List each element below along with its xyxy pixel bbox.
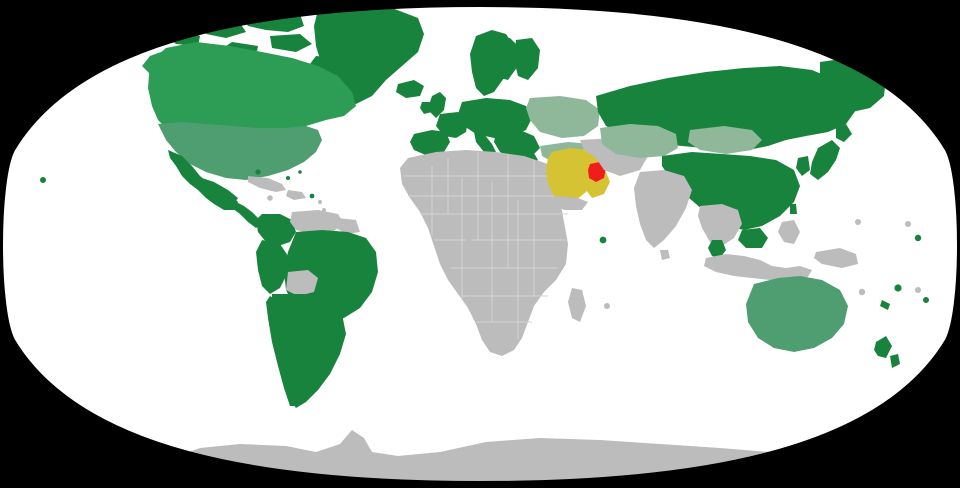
country-korea xyxy=(796,156,810,176)
island-samoa-dot xyxy=(915,287,921,293)
country-finland xyxy=(514,38,540,80)
africa-borders xyxy=(404,152,568,340)
country-scandinavia xyxy=(470,30,520,96)
country-colombia xyxy=(256,214,296,246)
region-indochina xyxy=(698,204,742,246)
region-caribbean xyxy=(40,169,329,221)
country-greenland xyxy=(314,6,424,104)
island-kiribati-dot xyxy=(914,234,922,242)
country-japan xyxy=(810,124,852,180)
country-ukraine-belarus xyxy=(526,96,600,138)
region-central-america xyxy=(232,200,262,228)
island-fiji-dot xyxy=(894,284,902,292)
region-north-america xyxy=(142,42,356,228)
country-iberia xyxy=(410,130,450,156)
continent-africa xyxy=(400,150,568,356)
country-malaysia xyxy=(708,228,768,258)
country-central-europe xyxy=(458,98,532,138)
island-hawaii-dot xyxy=(40,177,46,183)
island-new-caledonia xyxy=(880,300,890,310)
country-mexico xyxy=(168,150,238,210)
country-india xyxy=(634,170,692,248)
country-new-zealand xyxy=(874,336,900,368)
island-tonga-dot xyxy=(923,297,929,303)
country-united-arab-emirates xyxy=(588,162,606,182)
island-palau-dot xyxy=(855,219,861,225)
country-ireland xyxy=(420,102,432,114)
country-mongolia xyxy=(688,126,762,154)
region-oceania xyxy=(746,219,929,368)
country-chile-strip xyxy=(266,296,298,406)
region-south-america xyxy=(256,210,378,408)
island-seychelles-dot xyxy=(599,236,607,244)
country-peru xyxy=(256,240,288,294)
country-kuwait xyxy=(576,150,586,156)
country-papua-new-guinea xyxy=(814,248,858,268)
island-puerto-rico-dot xyxy=(309,193,315,199)
country-china xyxy=(662,152,800,230)
country-indonesia xyxy=(704,254,812,282)
island-mauritius-dot xyxy=(604,303,610,309)
country-iceland xyxy=(396,80,424,98)
country-united-states xyxy=(158,122,322,180)
island-vanuatu-dot xyxy=(858,288,866,296)
island-cape-verde-dot xyxy=(466,237,472,243)
country-bahrain xyxy=(586,161,589,165)
island-cuba xyxy=(248,176,286,192)
country-southern-cone xyxy=(272,294,346,408)
country-kazakhstan xyxy=(600,124,678,158)
globe-outline xyxy=(1,4,959,484)
country-bolivia xyxy=(286,270,318,296)
country-taiwan xyxy=(790,204,797,214)
island-lesser-antilles-dot-1 xyxy=(318,200,322,204)
region-africa xyxy=(400,150,610,356)
country-canada xyxy=(148,42,356,142)
country-united-kingdom xyxy=(430,92,446,118)
island-bahamas-dot xyxy=(255,169,261,175)
island-bermuda-dot xyxy=(298,170,302,174)
country-philippines xyxy=(778,220,800,244)
country-alaska xyxy=(142,48,186,74)
country-madagascar xyxy=(568,288,586,322)
country-sri-lanka xyxy=(660,250,670,260)
island-hispaniola xyxy=(286,190,306,200)
island-turks-dot xyxy=(286,176,290,180)
country-venezuela xyxy=(290,210,344,234)
country-australia xyxy=(746,276,848,352)
country-guyanas xyxy=(336,218,360,234)
island-marshall-dot xyxy=(905,221,911,227)
country-france xyxy=(436,112,468,138)
country-yemen xyxy=(554,196,588,210)
island-jamaica-dot xyxy=(267,195,273,201)
